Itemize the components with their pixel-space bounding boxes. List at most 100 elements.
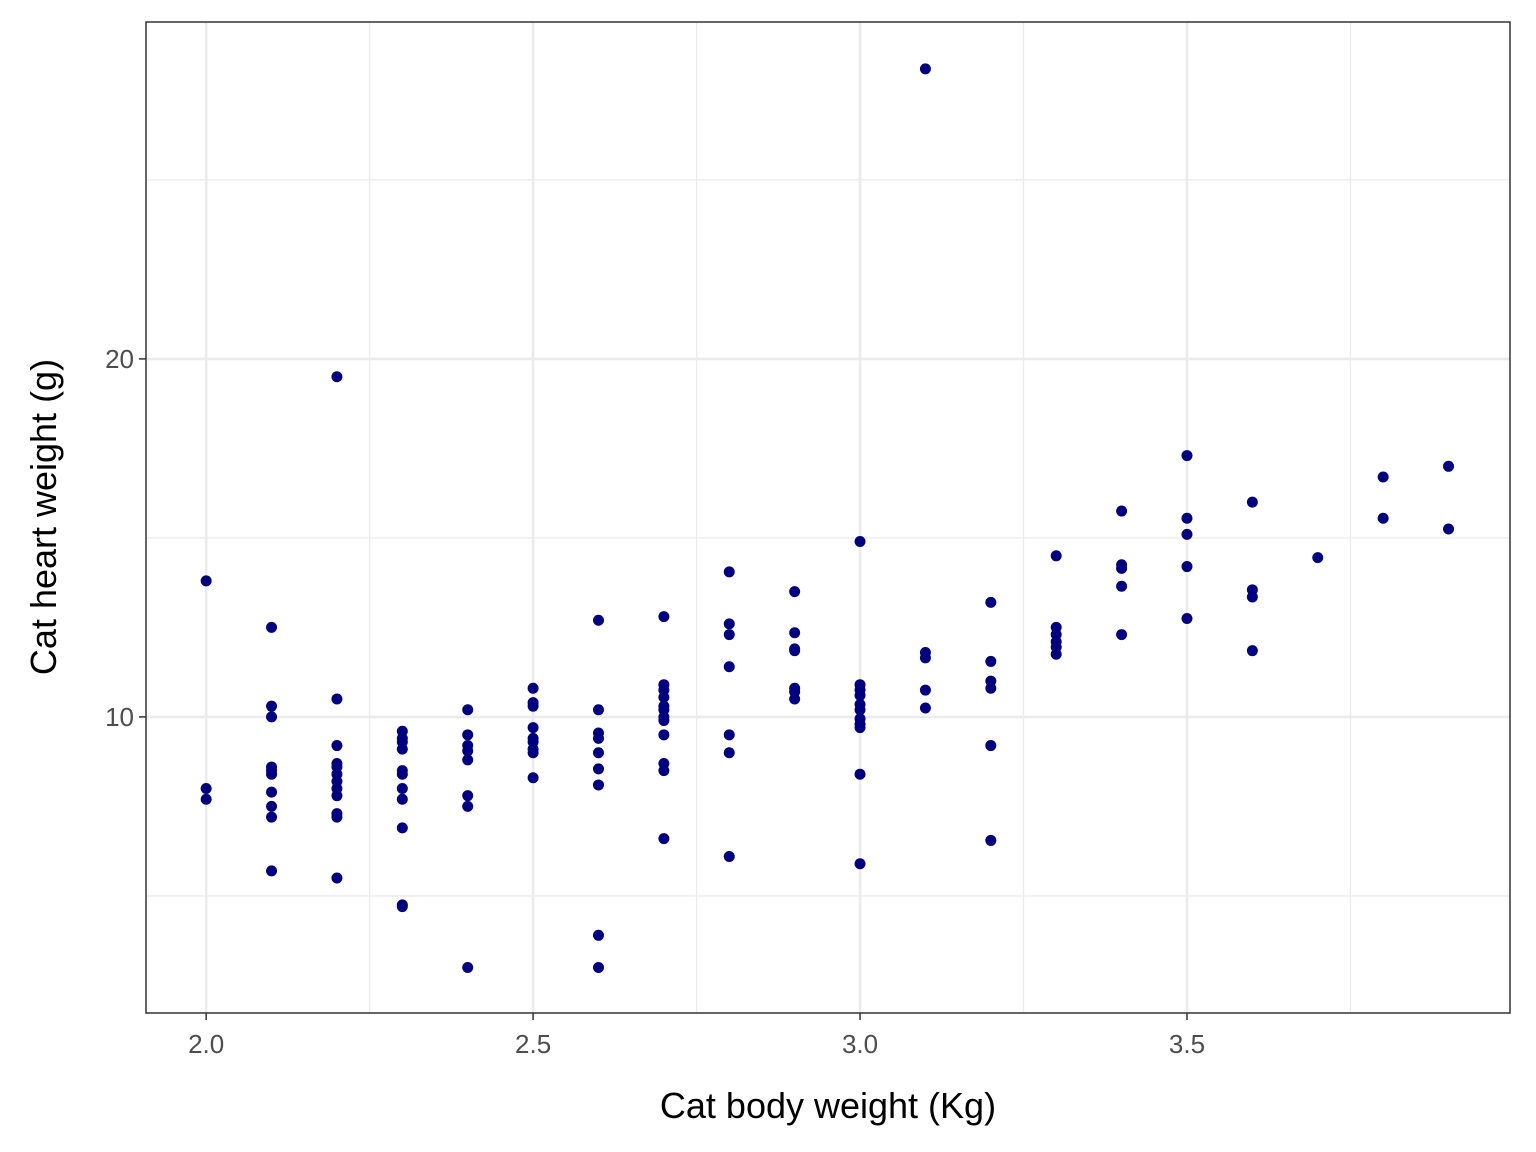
data-point: [331, 371, 343, 383]
data-point: [462, 754, 474, 766]
data-point: [723, 661, 735, 673]
data-point: [396, 768, 408, 780]
data-point: [1050, 550, 1062, 562]
data-point: [331, 872, 343, 884]
x-axis-title: Cat body weight (Kg): [660, 1085, 996, 1126]
data-point: [396, 743, 408, 755]
data-point: [266, 621, 278, 633]
data-point: [658, 833, 670, 845]
data-point: [1377, 471, 1389, 483]
data-point: [854, 768, 866, 780]
data-point: [527, 772, 539, 784]
data-point: [854, 722, 866, 734]
data-point: [985, 596, 997, 608]
data-point: [919, 684, 931, 696]
data-point: [592, 962, 604, 974]
data-point: [1312, 552, 1324, 564]
axis-ticks: 2.0 2.5 3.0 3.5 10 20: [105, 344, 1205, 1059]
panel-border: [145, 21, 1511, 1014]
data-point: [266, 800, 278, 812]
data-point: [1116, 562, 1128, 574]
data-point: [462, 704, 474, 716]
data-point: [985, 655, 997, 667]
data-point: [1246, 645, 1258, 657]
data-point: [1377, 512, 1389, 524]
data-point: [919, 652, 931, 664]
data-point: [266, 811, 278, 823]
data-point: [1181, 450, 1193, 462]
data-point: [592, 614, 604, 626]
data-point: [658, 714, 670, 726]
data-point: [1181, 528, 1193, 540]
x-tick-label: 3.5: [1169, 1029, 1205, 1059]
data-point: [331, 790, 343, 802]
data-point: [462, 800, 474, 812]
data-point: [266, 700, 278, 712]
data-point: [462, 962, 474, 974]
grid: [146, 22, 1510, 1013]
data-point: [723, 618, 735, 630]
data-point: [919, 63, 931, 75]
data-points: [200, 63, 1455, 974]
data-point: [658, 765, 670, 777]
data-point: [854, 689, 866, 701]
data-point: [658, 691, 670, 703]
data-point: [396, 793, 408, 805]
data-point: [985, 834, 997, 846]
data-point: [592, 732, 604, 744]
data-point: [789, 645, 801, 657]
data-point: [723, 851, 735, 863]
data-point: [723, 566, 735, 578]
data-point: [723, 729, 735, 741]
data-point: [462, 790, 474, 802]
data-point: [854, 704, 866, 716]
data-point: [396, 783, 408, 795]
data-point: [1181, 612, 1193, 624]
data-point: [658, 611, 670, 623]
data-point: [1246, 496, 1258, 508]
data-point: [789, 586, 801, 598]
data-point: [1050, 648, 1062, 660]
data-point: [396, 822, 408, 834]
data-point: [592, 779, 604, 791]
data-point: [396, 901, 408, 913]
data-point: [658, 729, 670, 741]
data-point: [723, 747, 735, 759]
data-point: [527, 747, 539, 759]
data-point: [1116, 505, 1128, 517]
data-point: [854, 858, 866, 870]
data-point: [331, 693, 343, 705]
data-point: [854, 535, 866, 547]
data-point: [1246, 591, 1258, 603]
data-point: [527, 682, 539, 694]
data-point: [1116, 580, 1128, 592]
data-point: [266, 786, 278, 798]
data-point: [592, 763, 604, 775]
data-point: [1443, 460, 1455, 472]
data-point: [266, 865, 278, 877]
data-point: [723, 629, 735, 641]
data-point: [592, 929, 604, 941]
x-tick-label: 2.0: [188, 1029, 224, 1059]
data-point: [331, 811, 343, 823]
data-point: [527, 700, 539, 712]
y-axis-title: Cat heart weight (g): [23, 359, 64, 675]
data-point: [985, 682, 997, 694]
data-point: [919, 702, 931, 714]
data-point: [985, 740, 997, 752]
data-point: [1181, 512, 1193, 524]
data-point: [592, 747, 604, 759]
x-tick-label: 2.5: [515, 1029, 551, 1059]
data-point: [527, 722, 539, 734]
data-point: [462, 745, 474, 757]
data-point: [200, 783, 212, 795]
data-point: [462, 729, 474, 741]
data-point: [789, 627, 801, 639]
data-point: [200, 793, 212, 805]
x-tick-label: 3.0: [842, 1029, 878, 1059]
data-point: [1443, 523, 1455, 535]
data-point: [789, 693, 801, 705]
y-tick-label: 10: [105, 702, 134, 732]
